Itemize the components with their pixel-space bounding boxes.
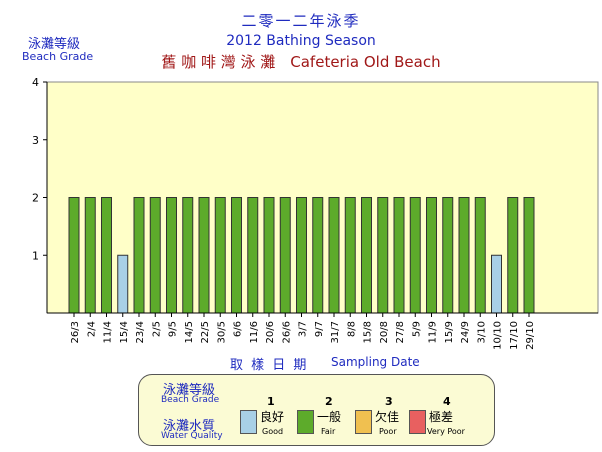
x-tick-label: 23/4 <box>135 321 146 343</box>
x-tick-label: 22/5 <box>200 321 211 343</box>
legend-num-3: 3 <box>385 395 393 408</box>
bar <box>182 197 194 314</box>
legend-label-en-4: Very Poor <box>427 427 465 436</box>
x-tick-label: 9/5 <box>168 321 179 337</box>
bar <box>507 197 519 314</box>
bar <box>149 197 161 314</box>
x-tick-label: 26/3 <box>70 321 81 343</box>
y-axis-label-zh: 泳灘等級 <box>28 37 81 52</box>
legend-num-4: 4 <box>443 395 451 408</box>
x-tick-label: 14/5 <box>184 321 195 343</box>
legend-num-1: 1 <box>267 395 275 408</box>
legend-quality-zh: 泳灘水質 <box>163 419 216 434</box>
x-tick-label: 2/5 <box>151 321 162 337</box>
y-tick-label: 3 <box>32 134 39 147</box>
y-axis-label-en: Beach Grade <box>22 50 94 63</box>
x-tick-label: 15/4 <box>119 321 130 343</box>
bar <box>296 197 307 314</box>
y-tick-label: 2 <box>32 192 39 205</box>
swatch-good <box>240 410 257 434</box>
bar <box>328 197 340 314</box>
x-tick-label: 20/8 <box>379 321 390 343</box>
x-tick-label: 30/5 <box>216 321 227 343</box>
x-tick-label: 11/4 <box>103 321 114 343</box>
x-tick-label: 2/4 <box>86 321 97 337</box>
legend-label-zh-2: 一般 <box>317 410 342 424</box>
swatch-fair <box>297 410 314 434</box>
legend-label-en-1: Good <box>262 427 284 436</box>
bar <box>247 197 259 314</box>
legend-grade-en: Beach Grade <box>161 395 220 405</box>
x-tick-label: 3/10 <box>476 321 487 343</box>
x-tick-label: 8/8 <box>346 321 357 337</box>
bar <box>133 197 145 314</box>
x-tick-label: 11/6 <box>249 321 260 343</box>
bar <box>344 197 356 314</box>
bar <box>68 197 80 314</box>
bar <box>442 197 454 314</box>
x-axis-label-zh: 取 樣 日 期 <box>230 358 309 373</box>
legend-num-2: 2 <box>325 395 333 408</box>
x-tick-label: 11/9 <box>428 321 439 343</box>
x-tick-label: 31/7 <box>330 321 341 343</box>
x-tick-label: 24/9 <box>460 321 471 343</box>
bar <box>409 197 421 314</box>
bar <box>312 197 324 314</box>
title-zh: 二零一二年泳季 <box>241 12 361 30</box>
bar <box>361 197 372 314</box>
x-tick-label: 20/6 <box>265 321 276 343</box>
bar <box>279 197 291 314</box>
bar <box>426 197 437 314</box>
legend-label-zh-4: 極差 <box>429 410 454 424</box>
legend-label-zh-1: 良好 <box>260 410 285 424</box>
title-en: 2012 Bathing Season <box>226 33 376 49</box>
legend-quality-en: Water Quality <box>161 431 223 441</box>
x-tick-label: 5/9 <box>411 321 422 337</box>
bar <box>474 197 486 314</box>
bar <box>101 197 112 314</box>
x-tick-label: 9/7 <box>314 321 325 337</box>
x-tick-label: 10/10 <box>493 321 504 350</box>
x-tick-label: 27/8 <box>395 321 406 343</box>
bar <box>117 254 129 314</box>
y-tick-label: 1 <box>32 249 39 262</box>
x-tick-label: 15/8 <box>363 321 374 343</box>
x-tick-label: 29/10 <box>525 321 536 350</box>
bar <box>214 197 226 314</box>
legend-label-en-2: Fair <box>321 427 336 436</box>
x-tick-label: 15/9 <box>444 321 455 343</box>
bar <box>198 197 210 314</box>
bar <box>166 197 177 314</box>
swatch-very-poor <box>409 410 426 434</box>
bar <box>263 197 275 314</box>
bar <box>84 197 96 314</box>
bar <box>231 197 242 314</box>
x-axis-label-en: Sampling Date <box>331 355 420 369</box>
bar <box>458 197 470 314</box>
beach-name: 舊 咖 啡 灣 泳 灘 Cafeteria Old Beach <box>161 53 441 71</box>
bar <box>523 197 535 314</box>
x-tick-label: 6/6 <box>233 321 244 337</box>
legend-label-zh-3: 欠佳 <box>375 410 400 424</box>
x-tick-label: 3/7 <box>298 321 309 337</box>
legend-label-en-3: Poor <box>379 427 397 436</box>
x-tick-label: 17/10 <box>509 321 520 350</box>
swatch-poor <box>355 410 372 434</box>
bar <box>491 254 502 314</box>
bar <box>377 197 389 314</box>
legend: 泳灘等級 Beach Grade 泳灘水質 Water Quality 1 良好… <box>138 374 495 446</box>
x-tick-label: 26/6 <box>281 321 292 343</box>
legend-grade-zh: 泳灘等級 <box>163 383 216 398</box>
y-tick-label: 4 <box>32 76 39 89</box>
bar <box>393 197 405 314</box>
